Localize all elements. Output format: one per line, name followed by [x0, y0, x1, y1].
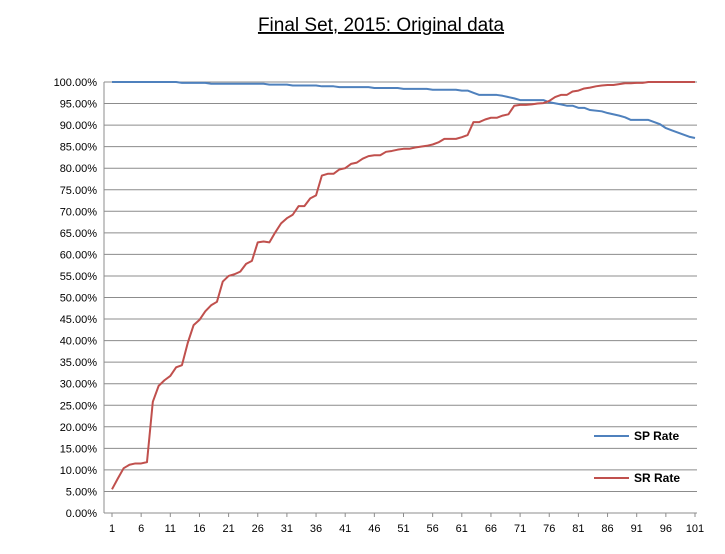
y-tick-label: 20.00% — [60, 422, 98, 434]
y-tick-label: 40.00% — [60, 336, 98, 348]
x-tick-label: 16 — [193, 523, 205, 535]
y-tick-label: 55.00% — [60, 271, 98, 283]
x-tick-label: 66 — [485, 523, 497, 535]
chart-title: Final Set, 2015: Original data — [258, 15, 505, 36]
x-tick-label: 31 — [281, 523, 293, 535]
series-lines — [112, 82, 695, 489]
y-tick-label: 75.00% — [60, 185, 98, 197]
y-tick-label: 50.00% — [60, 293, 98, 305]
gridlines — [104, 82, 697, 491]
y-tick-label: 90.00% — [60, 120, 98, 132]
x-tick-label: 1 — [109, 523, 115, 535]
axes — [104, 82, 697, 517]
y-tick-label: 25.00% — [60, 400, 98, 412]
y-tick-label: 45.00% — [60, 314, 98, 326]
series-line-sr-rate — [112, 82, 695, 489]
legend-label: SP Rate — [634, 429, 679, 443]
x-tick-label: 21 — [222, 523, 234, 535]
y-tick-label: 60.00% — [60, 249, 98, 261]
x-tick-label: 71 — [514, 523, 526, 535]
y-tick-label: 65.00% — [60, 228, 98, 240]
y-axis-tick-labels: 0.00% 5.00% 10.00% 15.00% 20.00% 25.00% 30.00%… — [54, 77, 98, 520]
x-tick-label: 81 — [572, 523, 584, 535]
x-tick-label: 56 — [427, 523, 439, 535]
x-tick-label: 61 — [456, 523, 468, 535]
y-tick-label: 15.00% — [60, 443, 98, 455]
y-tick-label: 35.00% — [60, 357, 98, 369]
x-tick-label: 26 — [252, 523, 264, 535]
y-tick-label: 80.00% — [60, 163, 98, 175]
y-tick-label: 85.00% — [60, 142, 98, 154]
y-tick-label: 0.00% — [66, 508, 97, 520]
x-tick-label: 101 — [686, 523, 704, 535]
y-tick-label: 100.00% — [54, 77, 98, 89]
x-tick-label: 46 — [368, 523, 380, 535]
x-tick-label: 11 — [165, 523, 176, 535]
x-axis-tick-labels: 1 6 11 16 21 26 31 36 41 46 51 56 61 66 71 76 81 86 91 96 10… — [109, 523, 704, 535]
y-tick-label: 30.00% — [60, 379, 98, 391]
x-tick-label: 51 — [397, 523, 409, 535]
x-tick-label: 91 — [631, 523, 643, 535]
series-line-sp-rate — [112, 82, 695, 138]
y-tick-label: 5.00% — [66, 486, 97, 498]
x-tick-label: 76 — [543, 523, 555, 535]
y-tick-label: 95.00% — [60, 99, 98, 111]
x-tick-label: 96 — [660, 523, 672, 535]
y-tick-label: 10.00% — [60, 465, 98, 477]
x-tick-label: 6 — [138, 523, 144, 535]
x-tick-label: 41 — [339, 523, 351, 535]
legend-label: SR Rate — [634, 471, 680, 485]
y-tick-label: 70.00% — [60, 206, 98, 218]
legend: SP Rate SR Rate — [594, 429, 680, 485]
x-tick-label: 36 — [310, 523, 322, 535]
x-tick-label: 86 — [601, 523, 613, 535]
